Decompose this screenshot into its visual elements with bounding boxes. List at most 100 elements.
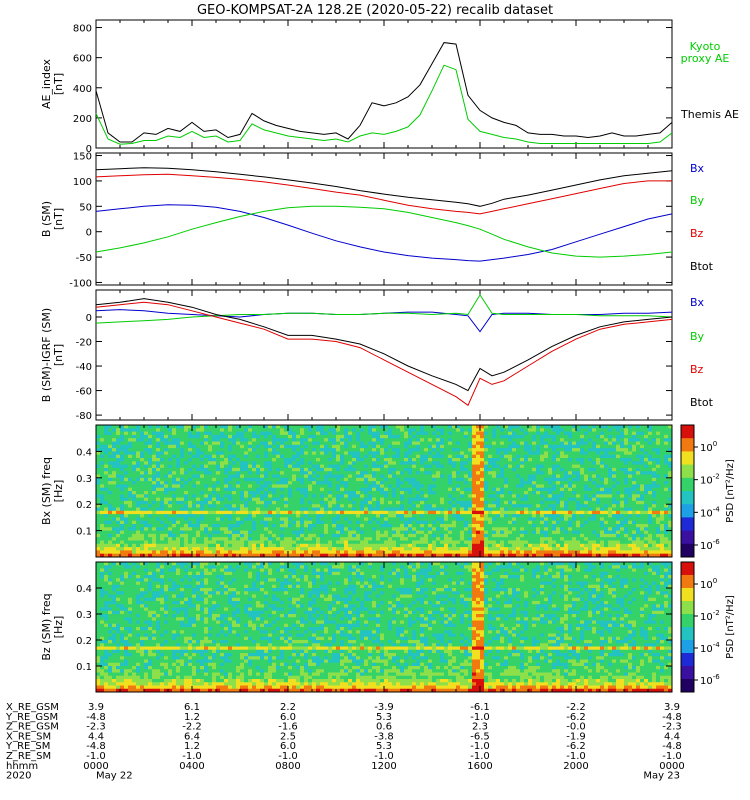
spectrogram-cell — [384, 444, 389, 449]
spectrogram-cell — [176, 438, 181, 442]
spectrogram-cell — [564, 484, 569, 489]
spectrogram-cell — [476, 467, 481, 472]
spectrogram-cell — [528, 431, 533, 436]
spectrogram-cell — [116, 474, 121, 479]
spectrogram-cell — [564, 458, 569, 462]
spectrogram-cell — [256, 494, 261, 498]
spectrogram-cell — [432, 527, 437, 531]
spectrogram-cell — [352, 434, 357, 439]
spectrogram-cell — [184, 471, 189, 475]
spectrogram-cell — [168, 484, 173, 489]
spectrogram-cell — [536, 471, 541, 475]
spectrogram-cell — [604, 497, 609, 502]
spectrogram-cell — [276, 434, 281, 439]
spectrogram-cell — [220, 497, 225, 502]
spectrogram-cell — [456, 481, 461, 485]
spectrogram-cell — [404, 425, 409, 429]
spectrogram-cell — [320, 500, 325, 505]
spectrogram-cell — [256, 481, 261, 485]
spectrogram-cell — [160, 517, 165, 522]
spectrogram-cell — [288, 451, 293, 456]
legend-entry: proxy AE — [681, 52, 730, 65]
spectrogram-cell — [600, 438, 605, 442]
spectrogram-cell — [600, 454, 605, 459]
spectrogram-cell — [248, 434, 253, 439]
spectrogram-cell — [180, 520, 185, 525]
spectrogram-cell — [508, 444, 513, 449]
spectrogram-cell — [612, 448, 617, 452]
spectrogram-cell — [448, 481, 453, 485]
spectrogram-cell — [268, 461, 273, 465]
spectrogram-cell — [396, 444, 401, 449]
spectrogram-cell — [344, 507, 349, 512]
spectrogram-cell — [192, 428, 197, 432]
spectrogram-cell — [460, 510, 465, 515]
spectrogram-cell — [284, 524, 289, 528]
spectrogram-cell — [404, 461, 409, 465]
spectrogram-cell — [444, 464, 449, 469]
spectrogram-cell — [308, 514, 313, 518]
spectrogram-cell — [648, 510, 653, 515]
spectrogram-cell — [424, 491, 429, 495]
spectrogram-cell — [152, 520, 157, 525]
spectrogram-cell — [584, 500, 589, 505]
spectrogram-cell — [452, 484, 457, 489]
spectrogram-cell — [220, 481, 225, 485]
spectrogram-cell — [596, 434, 601, 439]
spectrogram-cell — [136, 510, 141, 515]
spectrogram-cell — [560, 507, 565, 512]
spectrogram-cell — [228, 510, 233, 515]
spectrogram-cell — [340, 500, 345, 505]
spectrogram-cell — [252, 487, 257, 492]
spectrogram-cell — [644, 517, 649, 522]
spectrogram-cell — [516, 431, 521, 436]
spectrogram-cell — [508, 464, 513, 469]
spectrogram-cell — [112, 530, 117, 535]
spectrogram-cell — [660, 428, 665, 432]
spectrogram-cell — [160, 510, 165, 515]
spectrogram-cell — [404, 487, 409, 492]
spectrogram-cell — [216, 444, 221, 449]
spectrogram-cell — [532, 458, 537, 462]
spectrogram-cell — [304, 461, 309, 465]
spectrogram-cell — [564, 500, 569, 505]
spectrogram-cell — [384, 530, 389, 535]
spectrogram-cell — [632, 474, 637, 479]
spectrogram-cell — [572, 477, 577, 482]
spectrogram-cell — [348, 510, 353, 515]
spectrogram-cell — [116, 464, 121, 469]
spectrogram-cell — [276, 504, 281, 508]
spectrogram-cell — [196, 484, 201, 489]
spectrogram-cell — [532, 464, 537, 469]
spectrogram-cell — [344, 428, 349, 432]
spectrogram-cell — [336, 477, 341, 482]
spectrogram-cell — [144, 507, 149, 512]
spectrogram-cell — [292, 441, 297, 446]
y-tick-label: 600 — [73, 54, 92, 65]
spectrogram-cell — [392, 484, 397, 489]
spectrogram-cell — [312, 514, 317, 518]
spectrogram-cell — [344, 510, 349, 515]
spectrogram-cell — [332, 434, 337, 439]
spectrogram-cell — [348, 471, 353, 475]
spectrogram-cell — [368, 510, 373, 515]
spectrogram-cell — [204, 500, 209, 505]
spectrogram-cell — [560, 504, 565, 508]
spectrogram-cell — [164, 438, 169, 442]
spectrogram-cell — [108, 533, 113, 538]
spectrogram-cell — [284, 461, 289, 465]
spectrogram-cell — [392, 451, 397, 456]
spectrogram-cell — [616, 491, 621, 495]
spectrogram-cell — [548, 520, 553, 525]
spectrogram-cell — [664, 510, 669, 515]
spectrogram-cell — [668, 514, 673, 518]
spectrogram-cell — [620, 474, 625, 479]
spectrogram-cell — [640, 471, 645, 475]
spectrogram-cell — [504, 428, 509, 432]
spectrogram-cell — [272, 474, 277, 479]
spectrogram-cell — [420, 497, 425, 502]
spectrogram-cell — [636, 491, 641, 495]
spectrogram-cell — [448, 451, 453, 456]
spectrogram-cell — [192, 484, 197, 489]
spectrogram-cell — [248, 517, 253, 522]
